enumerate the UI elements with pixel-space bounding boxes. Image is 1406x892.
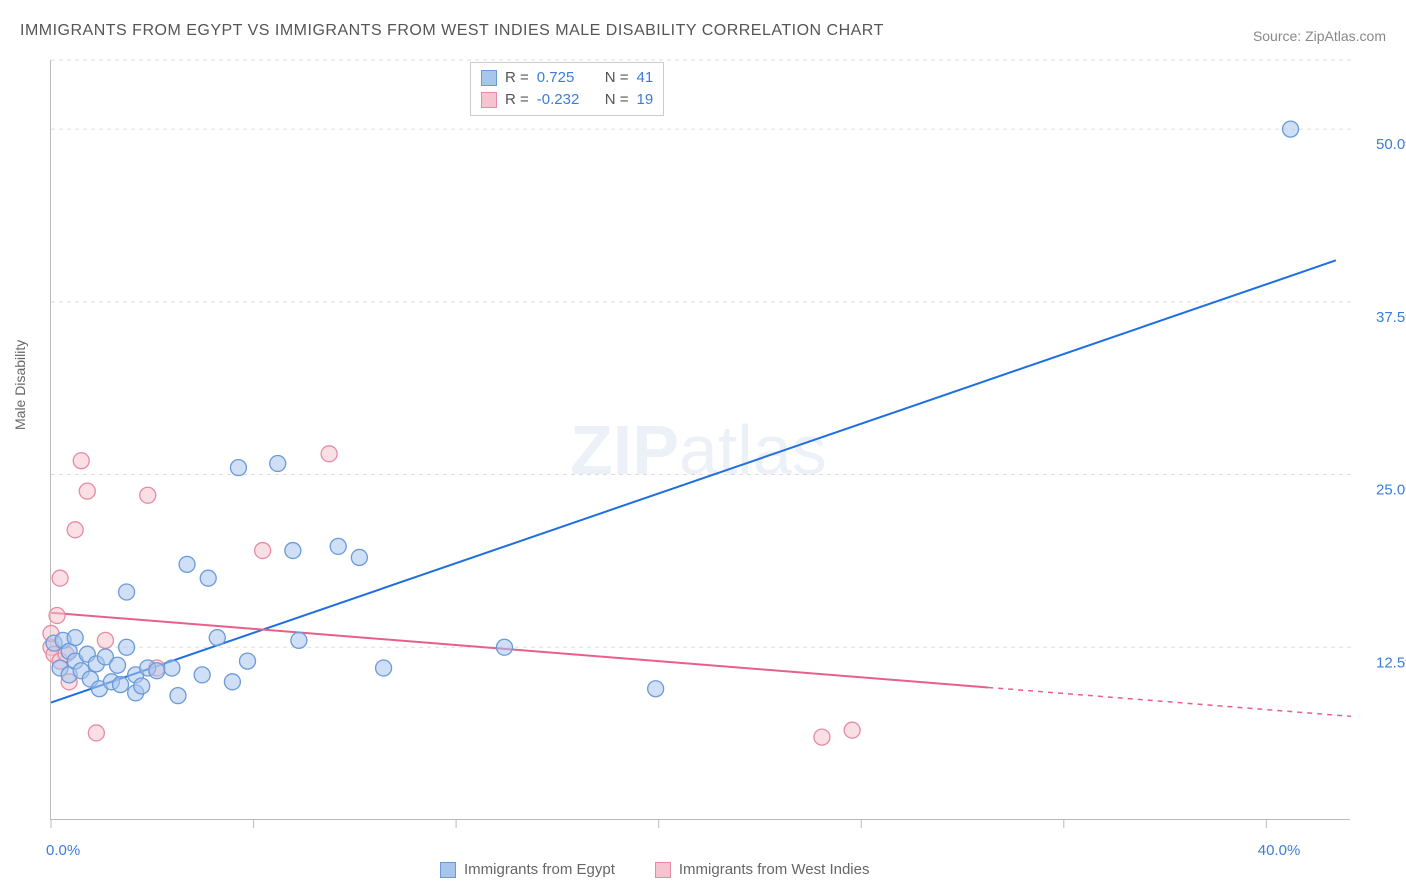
scatter-point xyxy=(164,660,180,676)
scatter-point xyxy=(73,453,89,469)
scatter-point xyxy=(113,677,129,693)
legend-correlation-row: R = -0.232 N = 19 xyxy=(481,89,653,111)
legend-swatch xyxy=(481,70,497,86)
scatter-point xyxy=(119,584,135,600)
legend-correlation: R = 0.725 N = 41 R = -0.232 N = 19 xyxy=(470,62,664,116)
legend-swatch xyxy=(481,92,497,108)
scatter-point xyxy=(240,653,256,669)
scatter-point xyxy=(119,639,135,655)
chart-title: IMMIGRANTS FROM EGYPT VS IMMIGRANTS FROM… xyxy=(20,22,884,40)
scatter-point xyxy=(351,549,367,565)
legend-r-value: 0.725 xyxy=(537,67,597,89)
scatter-point xyxy=(285,543,301,559)
scatter-point xyxy=(255,543,271,559)
legend-series-item: Immigrants from West Indies xyxy=(655,861,870,878)
legend-r-value: -0.232 xyxy=(537,89,597,111)
legend-series-label: Immigrants from West Indies xyxy=(679,861,870,878)
scatter-point xyxy=(814,729,830,745)
y-tick-label: 12.5% xyxy=(1376,654,1406,671)
scatter-point xyxy=(209,630,225,646)
legend-correlation-row: R = 0.725 N = 41 xyxy=(481,67,653,89)
legend-swatch xyxy=(655,862,671,878)
scatter-point xyxy=(179,556,195,572)
scatter-point xyxy=(224,674,240,690)
trend-line xyxy=(51,613,988,688)
scatter-point xyxy=(330,538,346,554)
legend-r-label: R = xyxy=(505,89,529,111)
scatter-point xyxy=(270,455,286,471)
scatter-point xyxy=(67,522,83,538)
scatter-point xyxy=(79,483,95,499)
plot-svg: 12.5%25.0%37.5%50.0%0.0%40.0% xyxy=(51,60,1350,819)
scatter-point xyxy=(230,460,246,476)
scatter-point xyxy=(376,660,392,676)
scatter-point xyxy=(88,725,104,741)
legend-n-label: N = xyxy=(605,67,629,89)
trend-line-dashed xyxy=(988,687,1351,716)
scatter-point xyxy=(140,487,156,503)
legend-series-label: Immigrants from Egypt xyxy=(464,861,615,878)
scatter-point xyxy=(321,446,337,462)
scatter-point xyxy=(134,678,150,694)
legend-n-label: N = xyxy=(605,89,629,111)
legend-series-item: Immigrants from Egypt xyxy=(440,861,615,878)
legend-swatch xyxy=(440,862,456,878)
scatter-point xyxy=(648,681,664,697)
scatter-point xyxy=(97,632,113,648)
y-axis-title: Male Disability xyxy=(12,340,28,430)
chart-source: Source: ZipAtlas.com xyxy=(1253,28,1386,44)
scatter-point xyxy=(1283,121,1299,137)
scatter-point xyxy=(110,657,126,673)
legend-n-value: 41 xyxy=(637,67,654,89)
scatter-point xyxy=(291,632,307,648)
legend-n-value: 19 xyxy=(637,89,654,111)
x-tick-label: 40.0% xyxy=(1258,842,1301,859)
scatter-point xyxy=(496,639,512,655)
scatter-point xyxy=(170,688,186,704)
legend-series: Immigrants from Egypt Immigrants from Wes… xyxy=(440,861,869,878)
y-tick-label: 25.0% xyxy=(1376,482,1406,499)
trend-line xyxy=(51,260,1336,702)
scatter-point xyxy=(200,570,216,586)
scatter-point xyxy=(52,570,68,586)
y-tick-label: 50.0% xyxy=(1376,136,1406,153)
legend-r-label: R = xyxy=(505,67,529,89)
scatter-point xyxy=(194,667,210,683)
scatter-point xyxy=(67,630,83,646)
scatter-point xyxy=(149,663,165,679)
y-tick-label: 37.5% xyxy=(1376,309,1406,326)
scatter-point xyxy=(49,607,65,623)
x-tick-label: 0.0% xyxy=(46,842,80,859)
scatter-point xyxy=(844,722,860,738)
plot-area: 12.5%25.0%37.5%50.0%0.0%40.0% xyxy=(50,60,1350,820)
